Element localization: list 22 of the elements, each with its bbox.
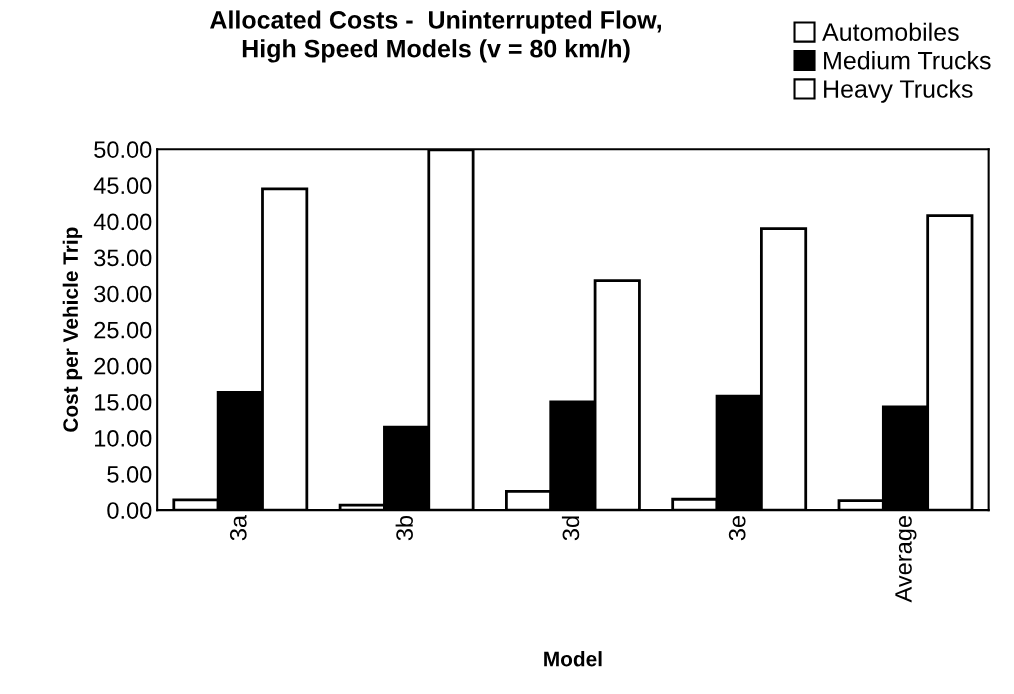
- chart-title: Allocated Costs - Uninterrupted Flow, High Speed Models (v = 80 km/h): [210, 10, 661, 63]
- y-tick-label: 0.00: [107, 502, 152, 519]
- x-tick-label: 3b: [395, 515, 413, 541]
- x-tick-label: 3e: [728, 516, 746, 541]
- x-tick-label: 3d: [561, 516, 580, 541]
- y-axis-title: Cost per Vehicle Trip: [62, 227, 83, 432]
- y-tick-label: 40.00: [93, 213, 152, 231]
- y-tick-label: 20.00: [94, 357, 152, 375]
- y-tick-label: 50.00: [94, 141, 152, 158]
- x-tick-label: 3a: [229, 514, 247, 541]
- x-tick-label: Average: [895, 515, 917, 603]
- y-tick-label: 5.00: [107, 466, 152, 483]
- y-tick-label: 35.00: [94, 249, 152, 267]
- legend-label: Automobiles: [822, 22, 959, 41]
- legend-label: Heavy Trucks: [824, 79, 973, 103]
- y-tick-label: 30.00: [94, 285, 152, 303]
- legend-label: Medium Trucks: [824, 51, 991, 70]
- y-tick-label: 10.00: [95, 429, 152, 447]
- y-tick-label: 15.00: [95, 393, 152, 411]
- y-tick-label: 25.00: [94, 321, 152, 339]
- x-axis-title: Model: [544, 651, 602, 667]
- y-tick-label: 45.00: [93, 177, 152, 195]
